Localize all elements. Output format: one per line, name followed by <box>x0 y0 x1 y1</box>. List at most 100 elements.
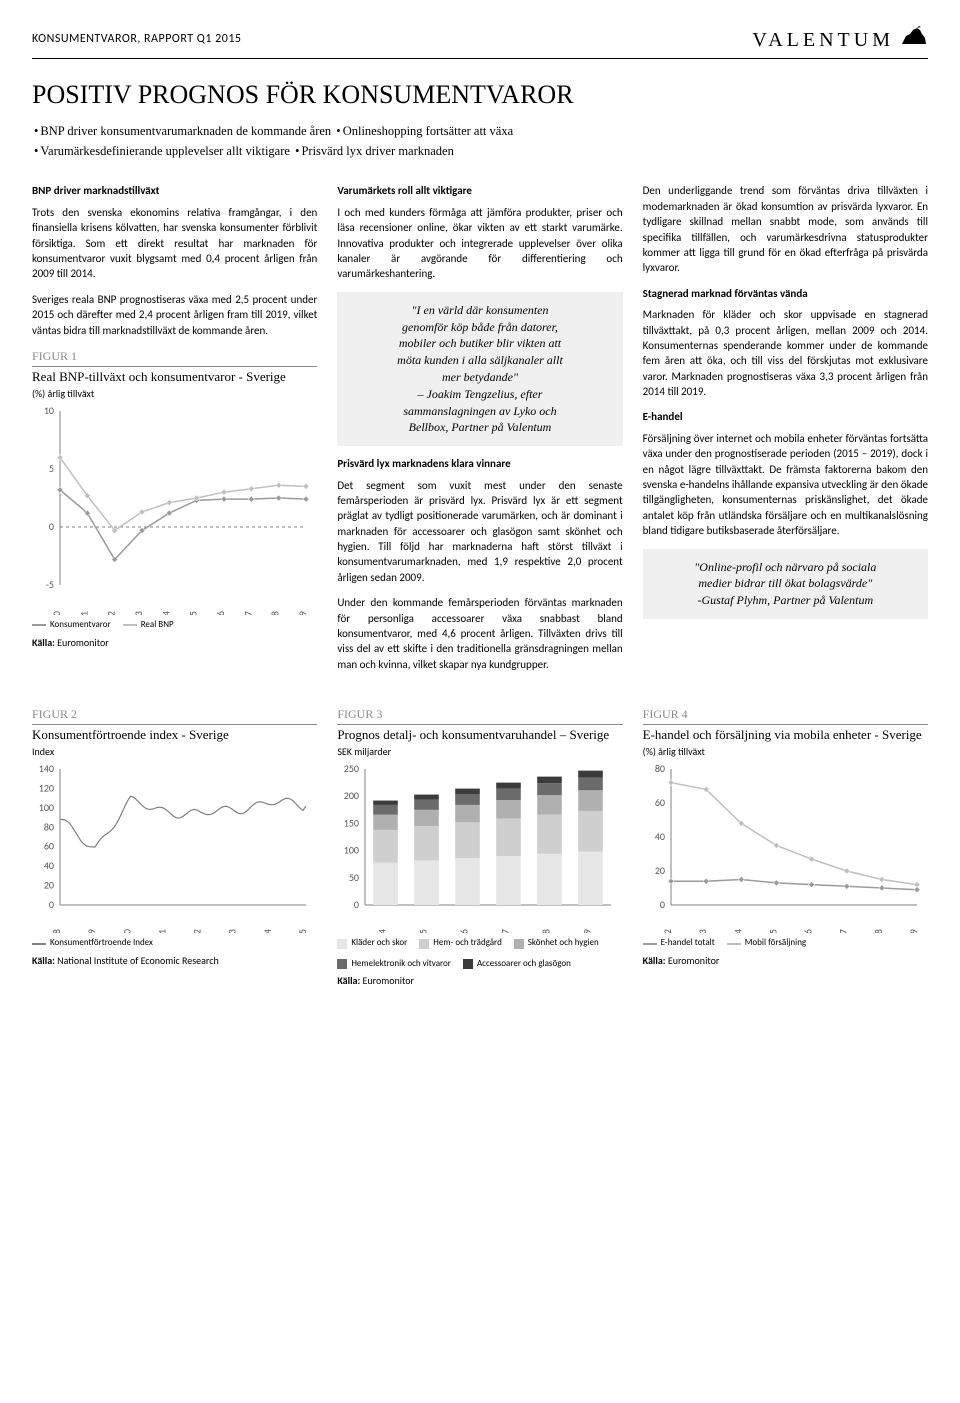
svg-text:2011: 2011 <box>77 611 90 615</box>
col2-p3: Under den kommande femårsperioden förvän… <box>337 595 622 672</box>
fig1-label: FIGUR 1 <box>32 348 317 367</box>
fig1-source: Källa: Euromonitor <box>32 636 317 650</box>
fig2-title: Konsumentförtroende index - Sverige <box>32 727 317 743</box>
svg-text:-5: -5 <box>46 578 54 591</box>
brand-logo: VALENTUM <box>752 24 928 54</box>
column-right: Den underliggande trend som förväntas dr… <box>643 183 928 682</box>
col3-quote2: "Online-profil och närvaro på socialamed… <box>643 549 928 619</box>
svg-text:0: 0 <box>660 898 665 911</box>
fig3-label: FIGUR 3 <box>337 706 622 725</box>
svg-text:20: 20 <box>655 864 665 877</box>
col2-quote1: "I en värld där konsumentengenomför köp … <box>337 292 622 446</box>
fig2-legend-0: Konsumentförtroende Index <box>50 937 153 950</box>
fig3-chart: 050100150200250201420152016201720182019 <box>337 763 622 933</box>
fig4-legend: E-handel totalt Mobil försäljning <box>643 937 928 950</box>
svg-text:40: 40 <box>655 830 665 843</box>
svg-text:100: 100 <box>344 844 359 857</box>
fig4-block: FIGUR 4 E-handel och försäljning via mob… <box>643 706 928 988</box>
svg-text:200: 200 <box>344 789 359 802</box>
fig1-legend: Konsumentvaror Real BNP <box>32 619 317 632</box>
col3-h3: E-handel <box>643 409 928 424</box>
svg-text:2019: 2019 <box>907 929 920 933</box>
fig1-unit: (%) årlig tillväxt <box>32 387 317 401</box>
svg-text:120: 120 <box>39 782 54 795</box>
svg-text:250: 250 <box>344 763 359 775</box>
column-left: BNP driver marknadstillväxt Trots den sv… <box>32 183 317 682</box>
col3-h2: Stagnerad marknad förväntas vända <box>643 286 928 301</box>
svg-text:140: 140 <box>39 763 54 775</box>
svg-text:10: 10 <box>44 405 54 417</box>
fig3-source: Källa: Euromonitor <box>337 974 622 988</box>
column-middle: Varumärkets roll allt viktigare I och me… <box>337 183 622 682</box>
svg-text:2012: 2012 <box>105 611 118 615</box>
fig4-title: E-handel och försäljning via mobila enhe… <box>643 727 928 743</box>
fig1-legend-1: Real BNP <box>141 619 174 632</box>
svg-text:0: 0 <box>49 898 54 911</box>
fig1-title: Real BNP-tillväxt och konsumentvaror - S… <box>32 369 317 385</box>
svg-text:2017: 2017 <box>499 929 512 933</box>
col1-p1: Trots den svenska ekonomins relativa fra… <box>32 205 317 282</box>
col1-p2: Sveriges reala BNP prognostiseras växa m… <box>32 292 317 338</box>
fig4-unit: (%) årlig tillväxt <box>643 745 928 759</box>
svg-text:50: 50 <box>349 871 359 884</box>
svg-text:2010: 2010 <box>120 929 133 933</box>
svg-text:2008: 2008 <box>50 929 63 933</box>
svg-text:2012: 2012 <box>661 929 674 933</box>
svg-text:2013: 2013 <box>226 929 239 933</box>
svg-text:2016: 2016 <box>801 929 814 933</box>
page-title: POSITIV PROGNOS FÖR KONSUMENTVAROR <box>32 77 928 113</box>
svg-text:2014: 2014 <box>376 929 389 933</box>
svg-text:2010: 2010 <box>50 611 63 615</box>
fig2-source: Källa: National Institute of Economic Re… <box>32 954 317 968</box>
fig3-block: FIGUR 3 Prognos detalj- och konsumentvar… <box>337 706 622 988</box>
svg-text:40: 40 <box>44 859 54 872</box>
report-header: KONSUMENTVAROR, RAPPORT Q1 2015 VALENTUM <box>32 24 928 59</box>
svg-text:80: 80 <box>655 763 665 775</box>
svg-text:0: 0 <box>354 898 359 911</box>
fig4-legend-1: Mobil försäljning <box>745 937 806 950</box>
col2-p1: I och med kunders förmåga att jämföra pr… <box>337 205 622 282</box>
svg-text:2009: 2009 <box>85 929 98 933</box>
svg-text:2014: 2014 <box>159 611 172 615</box>
svg-text:2018: 2018 <box>269 611 282 615</box>
svg-text:2016: 2016 <box>214 611 227 615</box>
svg-text:2018: 2018 <box>540 929 553 933</box>
fig1-legend-0: Konsumentvaror <box>50 619 111 632</box>
svg-text:2017: 2017 <box>241 611 254 615</box>
fig3-legend-item: Accessoarer och glasögon <box>463 958 571 971</box>
svg-text:2015: 2015 <box>417 929 430 933</box>
svg-text:20: 20 <box>44 879 54 892</box>
svg-text:2018: 2018 <box>872 929 885 933</box>
col3-p2: Marknaden för kläder och skor uppvisade … <box>643 307 928 399</box>
svg-text:0: 0 <box>49 520 54 533</box>
bullet-summary: •BNP driver konsumentvarumarknaden de ko… <box>32 121 928 161</box>
bullet-4: Prisvärd lyx driver marknaden <box>301 144 453 158</box>
svg-text:5: 5 <box>49 462 54 475</box>
fig2-legend: Konsumentförtroende Index <box>32 937 317 950</box>
svg-text:2015: 2015 <box>296 929 309 933</box>
svg-text:60: 60 <box>655 796 665 809</box>
bullet-1: BNP driver konsumentvarumarknaden de kom… <box>40 124 331 138</box>
fig2-label: FIGUR 2 <box>32 706 317 725</box>
fig4-label: FIGUR 4 <box>643 706 928 725</box>
fig4-chart: 0204060802012201320142015201620172018201… <box>643 763 928 933</box>
svg-text:60: 60 <box>44 840 54 853</box>
fig2-chart: 0204060801001201402008200920102011201220… <box>32 763 317 933</box>
col3-p3: Försäljning över internet och mobila enh… <box>643 431 928 539</box>
svg-text:2016: 2016 <box>458 929 471 933</box>
svg-text:80: 80 <box>44 821 54 834</box>
fig2-unit: Index <box>32 745 317 759</box>
fig1-chart: -505102010201120122013201420152016201720… <box>32 405 317 615</box>
svg-text:2013: 2013 <box>696 929 709 933</box>
fig4-legend-0: E-handel totalt <box>661 937 715 950</box>
svg-text:2017: 2017 <box>836 929 849 933</box>
bullet-3: Varumärkesdefinierande upplevelser allt … <box>40 144 290 158</box>
fig3-legend-item: Hem- och trädgård <box>419 937 502 950</box>
svg-text:2015: 2015 <box>766 929 779 933</box>
svg-text:100: 100 <box>39 801 54 814</box>
fig2-block: FIGUR 2 Konsumentförtroende index - Sver… <box>32 706 317 988</box>
report-line: KONSUMENTVAROR, RAPPORT Q1 2015 <box>32 31 242 48</box>
logo-text: VALENTUM <box>752 26 894 54</box>
col2-h1: Varumärkets roll allt viktigare <box>337 183 622 198</box>
svg-text:2012: 2012 <box>191 929 204 933</box>
